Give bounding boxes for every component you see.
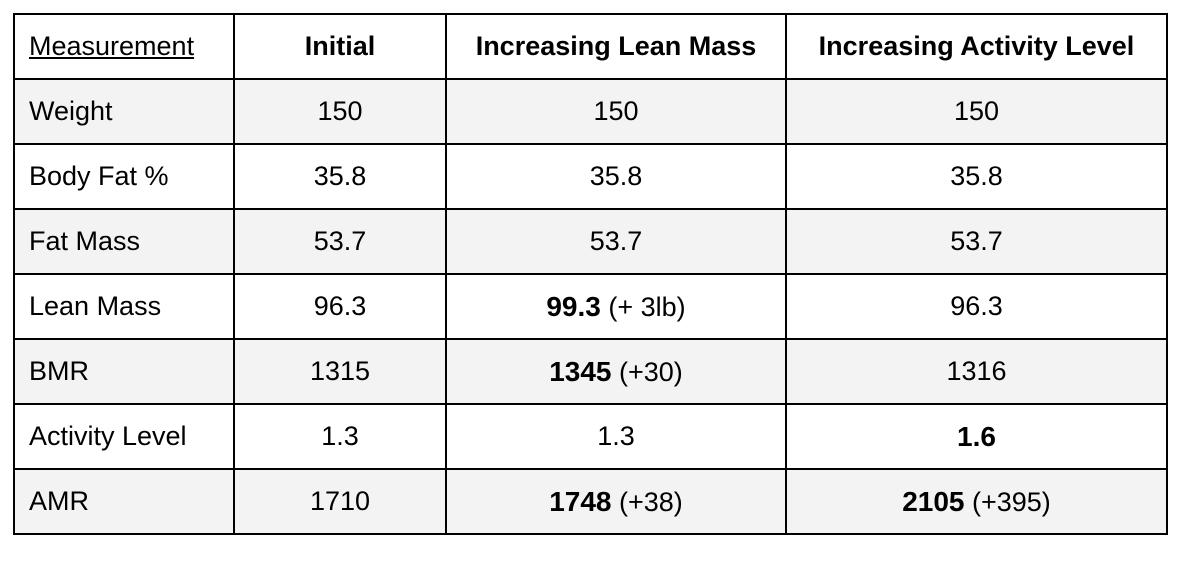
- table-row: BMR 1315 1345 (+30) 1316: [13, 338, 1168, 405]
- cell-delta: (+ 3lb): [608, 291, 686, 322]
- cell-value: 2105: [902, 485, 965, 517]
- table-row: Activity Level 1.3 1.3 1.6: [13, 403, 1168, 470]
- cell-value: 150: [953, 96, 1000, 126]
- cell-increasing-activity-level: 150: [785, 78, 1168, 145]
- table-row: AMR 1710 1748 (+38) 2105 (+395): [13, 468, 1168, 535]
- cell-value: 99.3: [546, 290, 601, 322]
- cell-increasing-lean-mass: 53.7: [445, 208, 787, 275]
- cell-initial: 53.7: [233, 208, 447, 275]
- cell-increasing-activity-level: 35.8: [785, 143, 1168, 210]
- cell-value: 1748: [549, 485, 612, 517]
- row-label: BMR: [13, 338, 235, 405]
- cell-increasing-activity-level: 1.6: [785, 403, 1168, 470]
- cell-increasing-lean-mass: 1748 (+38): [445, 468, 787, 535]
- cell-increasing-lean-mass: 99.3 (+ 3lb): [445, 273, 787, 340]
- cell-initial: 96.3: [233, 273, 447, 340]
- header-increasing-lean-mass: Increasing Lean Mass: [445, 13, 787, 80]
- cell-value: 53.7: [950, 226, 1003, 256]
- row-label: Body Fat %: [13, 143, 235, 210]
- cell-initial: 1.3: [233, 403, 447, 470]
- cell-initial: 1315: [233, 338, 447, 405]
- row-label: Activity Level: [13, 403, 235, 470]
- cell-value: 1345: [549, 355, 612, 387]
- cell-value: 53.7: [589, 226, 643, 256]
- cell-increasing-activity-level: 96.3: [785, 273, 1168, 340]
- cell-delta: (+395): [972, 486, 1051, 517]
- cell-value: 35.8: [950, 161, 1003, 191]
- row-label: Fat Mass: [13, 208, 235, 275]
- cell-increasing-activity-level: 1316: [785, 338, 1168, 405]
- cell-value: 96.3: [950, 291, 1003, 321]
- row-label: Lean Mass: [13, 273, 235, 340]
- row-label: Weight: [13, 78, 235, 145]
- cell-initial: 1710: [233, 468, 447, 535]
- measurement-table: Measurement Initial Increasing Lean Mass…: [13, 13, 1168, 535]
- cell-initial: 150: [233, 78, 447, 145]
- cell-initial: 35.8: [233, 143, 447, 210]
- header-initial: Initial: [233, 13, 447, 80]
- row-label: AMR: [13, 468, 235, 535]
- table-row: Fat Mass 53.7 53.7 53.7: [13, 208, 1168, 275]
- cell-value: 1.6: [957, 420, 996, 452]
- table-row: Body Fat % 35.8 35.8 35.8: [13, 143, 1168, 210]
- cell-increasing-lean-mass: 1345 (+30): [445, 338, 787, 405]
- header-measurement: Measurement: [13, 13, 235, 80]
- cell-increasing-activity-level: 53.7: [785, 208, 1168, 275]
- table-row: Lean Mass 96.3 99.3 (+ 3lb) 96.3: [13, 273, 1168, 340]
- cell-increasing-activity-level: 2105 (+395): [785, 468, 1168, 535]
- cell-value: 1316: [946, 356, 1007, 386]
- header-increasing-activity-level: Increasing Activity Level: [785, 13, 1168, 80]
- cell-increasing-lean-mass: 150: [445, 78, 787, 145]
- cell-delta: (+38): [619, 486, 683, 517]
- cell-increasing-lean-mass: 1.3: [445, 403, 787, 470]
- cell-delta: (+30): [619, 356, 683, 387]
- cell-value: 1.3: [597, 421, 635, 451]
- cell-value: 35.8: [589, 161, 643, 191]
- header-row: Measurement Initial Increasing Lean Mass…: [13, 13, 1168, 80]
- cell-increasing-lean-mass: 35.8: [445, 143, 787, 210]
- table-row: Weight 150 150 150: [13, 78, 1168, 145]
- cell-value: 150: [593, 96, 639, 126]
